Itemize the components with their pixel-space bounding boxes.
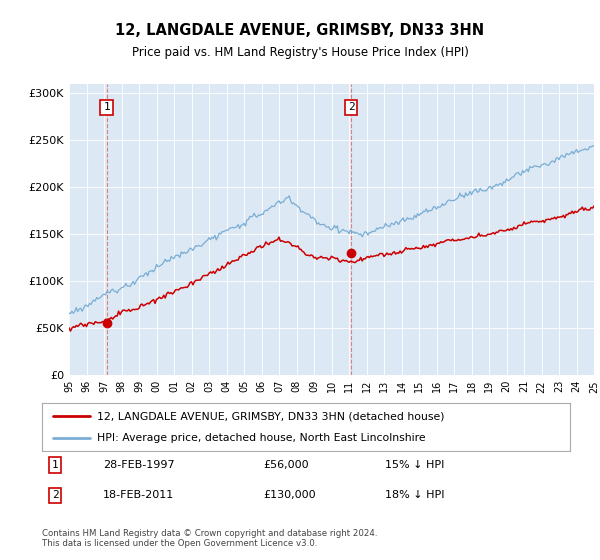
Text: Price paid vs. HM Land Registry's House Price Index (HPI): Price paid vs. HM Land Registry's House … xyxy=(131,46,469,59)
Text: 18-FEB-2011: 18-FEB-2011 xyxy=(103,491,174,501)
Text: 15% ↓ HPI: 15% ↓ HPI xyxy=(385,460,445,470)
Text: 18% ↓ HPI: 18% ↓ HPI xyxy=(385,491,445,501)
Text: £130,000: £130,000 xyxy=(264,491,316,501)
Text: 1: 1 xyxy=(103,102,110,113)
Text: 12, LANGDALE AVENUE, GRIMSBY, DN33 3HN (detached house): 12, LANGDALE AVENUE, GRIMSBY, DN33 3HN (… xyxy=(97,411,445,421)
Text: 2: 2 xyxy=(52,491,59,501)
Text: HPI: Average price, detached house, North East Lincolnshire: HPI: Average price, detached house, Nort… xyxy=(97,433,426,443)
Text: 12, LANGDALE AVENUE, GRIMSBY, DN33 3HN: 12, LANGDALE AVENUE, GRIMSBY, DN33 3HN xyxy=(115,24,485,38)
Text: £56,000: £56,000 xyxy=(264,460,310,470)
Text: Contains HM Land Registry data © Crown copyright and database right 2024.
This d: Contains HM Land Registry data © Crown c… xyxy=(42,529,377,548)
Text: 1: 1 xyxy=(52,460,59,470)
Text: 28-FEB-1997: 28-FEB-1997 xyxy=(103,460,175,470)
Text: 2: 2 xyxy=(348,102,355,113)
